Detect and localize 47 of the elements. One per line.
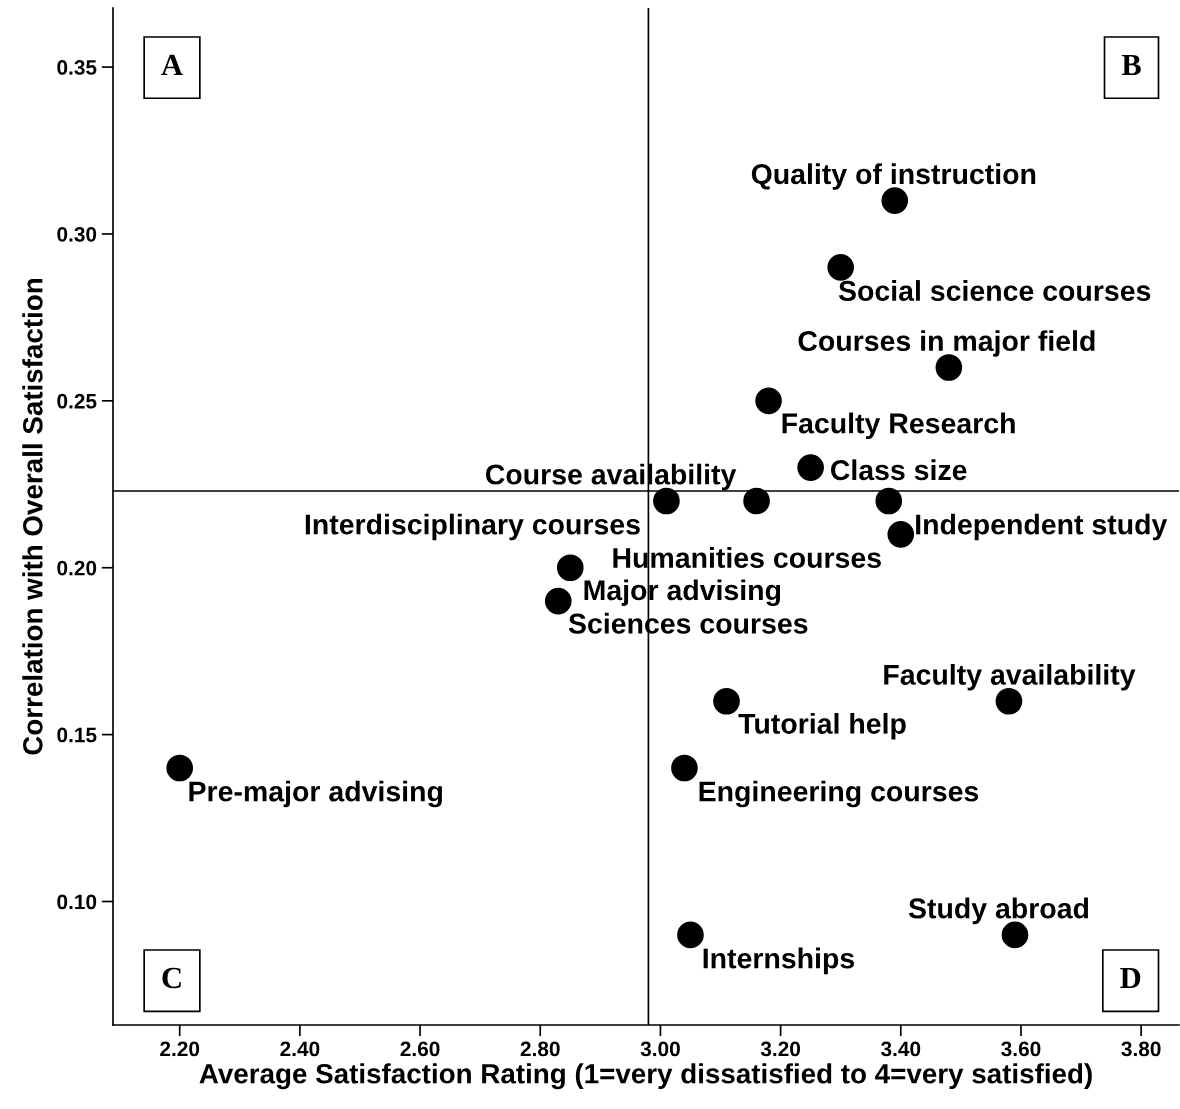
point	[797, 454, 824, 481]
y-tick-label: 0.10	[57, 894, 97, 910]
y-tick-label: 0.25	[57, 393, 97, 409]
annotation: Faculty Research	[782, 412, 1015, 440]
point	[677, 921, 704, 949]
annotation: Internships	[703, 947, 855, 975]
point	[713, 687, 740, 715]
x-tick-label: 2.40	[280, 1041, 320, 1057]
point	[887, 521, 915, 548]
y-axis-title: Correlation with Overall Satisfaction	[22, 278, 43, 755]
x-tick-label: 2.60	[400, 1041, 440, 1057]
x-axis-title: Average Satisfaction Rating (1=very dissatisfied to 4=very satisfied)	[199, 1063, 1092, 1090]
annotation: B	[1121, 54, 1141, 76]
point	[755, 387, 782, 415]
x-tick-label: 3.80	[1121, 1041, 1161, 1057]
point	[827, 254, 855, 281]
annotation: Courses in major field	[798, 330, 1095, 357]
annotation: Independent study	[916, 513, 1168, 541]
x-tick-label: 2.80	[520, 1041, 560, 1057]
annotation: C	[162, 967, 181, 989]
y-tick-label: 0.20	[57, 560, 97, 576]
annotation: Pre-major advising	[189, 780, 442, 808]
x-tick-label: 3.60	[1001, 1041, 1041, 1057]
annotation: Study abroad	[908, 897, 1089, 925]
x-tick-label: 3.20	[760, 1041, 801, 1057]
point	[875, 487, 903, 515]
point	[166, 754, 194, 782]
y-tick-label: 0.15	[57, 727, 97, 743]
annotation: D	[1120, 967, 1141, 989]
annotation: A	[161, 54, 183, 75]
point	[1001, 921, 1029, 949]
annotation: Quality of instruction	[751, 163, 1036, 190]
point	[671, 754, 698, 782]
annotation: Engineering courses	[699, 780, 979, 808]
annotation: Social science courses	[838, 280, 1151, 301]
point	[556, 554, 584, 582]
x-tick-label: 3.00	[640, 1041, 680, 1057]
annotation: Class size	[830, 459, 967, 481]
annotation: Tutorial help	[738, 712, 906, 740]
y-tick-label: 0.35	[57, 60, 97, 75]
y-tick-label: 0.30	[57, 226, 97, 242]
x-tick-label: 2.20	[160, 1041, 200, 1057]
point	[743, 487, 770, 515]
annotation: Faculty availability	[884, 663, 1136, 691]
x-tick-label: 3.40	[880, 1041, 921, 1057]
annotation: Interdisciplinary courses	[305, 513, 640, 541]
point	[881, 187, 909, 214]
